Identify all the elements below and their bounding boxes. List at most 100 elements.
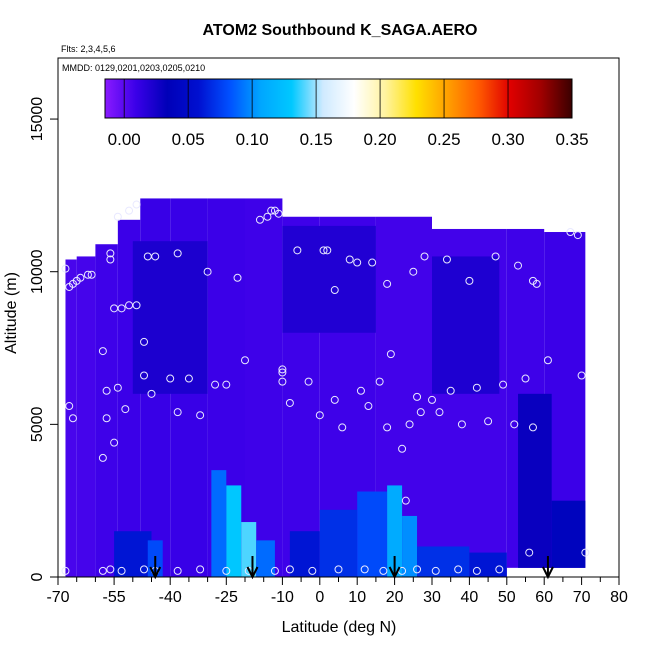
- colorbar-tick-label: 0.15: [300, 130, 333, 149]
- observation-point: [121, 405, 130, 414]
- observation-point: [398, 444, 407, 453]
- observation-point: [278, 368, 287, 377]
- chart-title: ATOM2 Southbound K_SAGA.AERO: [203, 22, 478, 39]
- heatmap-cell: [432, 256, 500, 394]
- y-axis: 0 5000 10000 15000: [29, 97, 58, 581]
- y-tick-label: 0: [29, 572, 46, 581]
- observation-point: [495, 565, 504, 574]
- x-tick-label: 10: [348, 589, 366, 606]
- colorbar-tick-label: 0.10: [236, 130, 269, 149]
- observation-point: [196, 411, 205, 420]
- x-tick-label: 60: [535, 589, 553, 606]
- observation-point: [401, 496, 410, 505]
- observation-point: [241, 356, 249, 365]
- colorbar-tick-label: 0.00: [108, 130, 141, 149]
- heatmap-cell: [226, 485, 242, 577]
- heatmap-cell: [417, 546, 470, 577]
- observation-point: [413, 565, 422, 574]
- observation-point: [233, 273, 242, 282]
- observation-point: [151, 252, 160, 261]
- y-axis-label: Altitude (m): [3, 272, 20, 354]
- observation-point: [416, 408, 425, 417]
- observation-point: [278, 365, 287, 374]
- observation-point: [499, 380, 508, 389]
- observation-point: [68, 414, 77, 423]
- x-tick-label: -70: [46, 589, 69, 606]
- x-axis: -70 -55 -40 -25 -10 0 10 20 30 40 50 60 70 80: [46, 576, 628, 606]
- observation-point: [184, 374, 193, 383]
- observation-point: [510, 420, 519, 429]
- x-tick-label: 50: [498, 589, 516, 606]
- observation-point: [263, 212, 272, 221]
- observation-point: [330, 395, 339, 404]
- observation-point: [353, 258, 362, 267]
- observation-point: [106, 249, 115, 258]
- observation-point: [319, 246, 328, 255]
- observation-point: [457, 420, 466, 429]
- observation-point: [140, 337, 149, 346]
- observation-point: [173, 566, 182, 575]
- observation-point: [140, 371, 149, 380]
- observation-point: [428, 395, 436, 404]
- observation-point: [435, 408, 444, 417]
- observation-point: [338, 423, 347, 432]
- observation-point: [323, 246, 332, 255]
- observation-point: [222, 566, 231, 575]
- observation-point: [379, 566, 388, 575]
- observation-point: [65, 402, 74, 411]
- observation-point: [117, 566, 126, 575]
- heatmap-cell: [132, 241, 208, 394]
- observation-point: [125, 206, 134, 215]
- observation-point: [293, 246, 302, 255]
- observation-point: [203, 267, 212, 276]
- observation-point: [285, 565, 294, 574]
- x-tick-label: -25: [215, 589, 238, 606]
- observation-point: [581, 548, 590, 557]
- observation-point: [413, 392, 422, 401]
- observation-point: [61, 264, 70, 273]
- observation-point: [514, 261, 523, 270]
- heatmap-cell: [211, 470, 227, 577]
- observation-point: [577, 371, 586, 380]
- heatmap-cell: [114, 531, 152, 577]
- observation-point: [102, 386, 111, 395]
- observation-point: [304, 377, 313, 386]
- observation-point: [267, 206, 276, 215]
- x-tick-label: -40: [159, 589, 182, 606]
- observation-point: [465, 276, 474, 285]
- observation-point: [255, 215, 264, 224]
- observation-point: [61, 566, 70, 575]
- observation-point: [211, 380, 220, 389]
- heatmap-cell: [402, 515, 418, 577]
- colorbar-gradient: [104, 78, 573, 119]
- observation-point: [83, 270, 92, 279]
- observation-point: [140, 565, 149, 574]
- observation-point: [166, 374, 175, 383]
- observation-point: [113, 212, 122, 221]
- observation-point: [87, 270, 96, 279]
- observation-point: [409, 267, 418, 276]
- colorbar-tick-label: 0.20: [364, 130, 397, 149]
- observation-point: [383, 423, 392, 432]
- heatmap-cell: [282, 225, 376, 333]
- observation-point: [173, 249, 182, 258]
- observation-point: [285, 398, 294, 407]
- heatmap-cell: [65, 259, 77, 577]
- observation-point: [420, 252, 429, 261]
- observation-point: [442, 255, 451, 264]
- x-axis-label: Latitude (deg N): [282, 619, 397, 636]
- heatmap-cell: [256, 540, 275, 577]
- heatmap-cell: [289, 531, 320, 577]
- observation-point: [368, 258, 377, 267]
- observation-point: [274, 209, 283, 218]
- colorbar-tick-label: 0.30: [491, 130, 524, 149]
- observation-point: [173, 408, 182, 417]
- observation-point: [147, 389, 156, 398]
- observation-point: [117, 304, 126, 313]
- observation-point: [315, 411, 324, 420]
- observation-point: [102, 414, 111, 423]
- y-tick-label: 5000: [29, 406, 46, 442]
- observation-point: [98, 347, 107, 356]
